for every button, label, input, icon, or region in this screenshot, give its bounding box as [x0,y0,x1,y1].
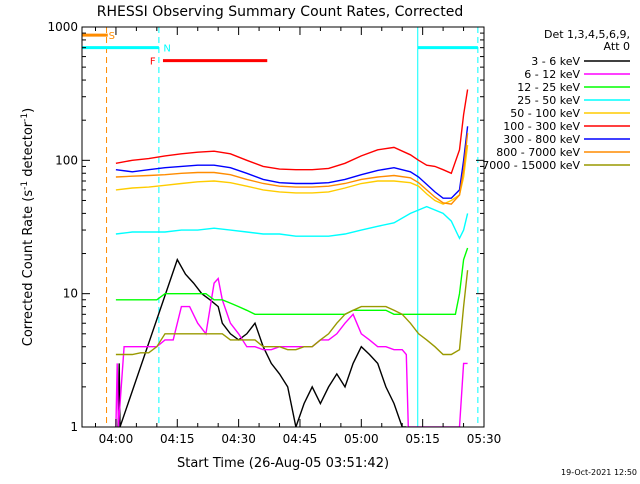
state-bar-label: N [163,44,170,55]
x-tick-label: 04:15 [160,432,195,446]
x-tick-label: 05:00 [344,432,379,446]
legend-entry-label: 300 - 800 keV [503,133,580,146]
plot-frame [81,26,485,428]
y-axis-label: Corrected Count Rate (s-1 detector-1) [20,108,36,346]
series-line [115,270,469,356]
legend-entry-label: 7000 - 15000 keV [482,159,580,172]
y-label-end: ) [21,108,36,113]
y-tick-label: 1000 [47,20,78,34]
x-axis: 04:00 04:15 04:30 04:45 05:00 05:15 05:30 [94,27,502,446]
series-lines [115,89,469,427]
x-tick-label: 05:15 [405,432,440,446]
series-line [117,257,407,427]
chart-title: RHESSI Observing Summary Count Rates, Co… [97,4,463,20]
y-tick-label: 10 [63,287,78,301]
footer-date: 19-Oct-2021 12:50 [561,468,637,477]
y-axis: 1 10 100 1000 [47,20,484,434]
series-line [115,145,469,205]
series-line [115,89,469,175]
x-tick-label: 04:30 [221,432,256,446]
x-axis-label: Start Time (26-Aug-05 03:51:42) [177,456,389,471]
plot-area: S NF [82,27,479,427]
legend-entry-label: 12 - 25 keV [517,81,580,94]
x-tick-label: 04:00 [99,432,134,446]
y-label-sup2: -1 [20,113,30,122]
series-line [115,126,469,199]
legend-entry-label: 100 - 300 keV [503,120,580,133]
y-label-mid: detector [21,121,36,181]
legend-entry-label: 50 - 100 keV [510,107,580,120]
legend-title-detectors: Det 1,3,4,5,6,9, [544,28,630,41]
y-label-main: Corrected Count Rate (s [21,190,36,347]
legend-entry-label: 800 - 7000 keV [496,146,580,159]
y-tick-label: 1 [70,420,78,434]
x-tick-label: 05:30 [467,432,502,446]
y-label-sup1: -1 [20,181,30,190]
state-bar-label: S [109,31,115,42]
state-bars: S NF [82,31,478,68]
x-tick-label: 04:45 [283,432,318,446]
legend-entry-label: 6 - 12 keV [524,68,580,81]
legend-entry-label: 25 - 50 keV [517,94,580,107]
state-bar-label: F [150,57,156,68]
series-line [115,247,469,315]
legend-title-attenuator: Att 0 [604,40,630,53]
legend-entry-label: 3 - 6 keV [531,55,580,68]
series-line [115,205,469,240]
y-tick-label: 100 [55,153,78,167]
vertical-markers [106,27,479,427]
series-line [115,133,469,205]
